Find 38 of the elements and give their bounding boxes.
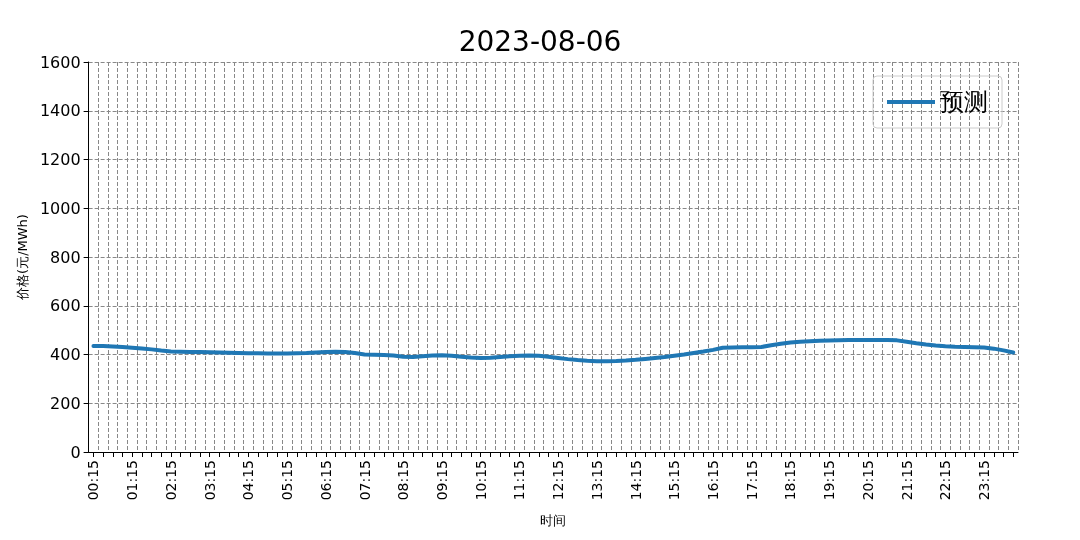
x-tick-label: 18:15 [782,460,799,501]
x-tick-label: 01:15 [124,460,141,501]
y-tick-label: 400 [50,345,81,364]
x-tick-label: 13:15 [588,460,605,501]
y-tick-label: 0 [70,442,81,462]
x-tick-label: 16:15 [705,460,722,501]
x-tick-label: 22:15 [937,460,954,501]
x-tick-label: 21:15 [898,460,915,501]
x-tick-label: 17:15 [743,460,760,501]
x-tick-label: 11:15 [511,460,528,501]
x-tick-label: 02:15 [162,460,179,501]
x-tick-label: 20:15 [859,460,876,501]
y-tick-label: 200 [50,393,81,413]
y-tick-label: 800 [50,247,81,267]
x-tick-label: 23:15 [976,460,993,501]
x-tick-label: 15:15 [666,460,683,501]
x-tick-label: 04:15 [240,460,257,501]
x-tick-label: 06:15 [317,460,334,501]
x-tick-label: 14:15 [627,460,644,501]
y-tick-label: 1600 [39,52,81,72]
x-tick-label: 10:15 [472,460,489,501]
x-tick-label: 12:15 [550,460,567,501]
y-tick-label: 1000 [39,198,81,218]
x-tick-label: 19:15 [821,460,838,501]
y-tick-label: 1400 [39,101,81,121]
y-tick-label: 1200 [39,150,81,169]
x-axis-title: 时间 [540,513,567,528]
x-tick-label: 07:15 [356,460,373,501]
x-tick-label: 08:15 [395,460,412,501]
line-series [91,338,1016,364]
x-tick-label: 05:15 [279,460,296,501]
legend-label: 预测 [940,88,988,116]
chart-title: 2023-08-06 [458,24,622,58]
x-tick-label: 00:15 [85,460,102,501]
x-tick-label: 03:15 [201,460,218,501]
x-tick-label: 09:15 [433,460,450,501]
y-tick-label: 600 [50,296,81,316]
y-axis-title: 价格(元/MWh) [15,214,30,301]
